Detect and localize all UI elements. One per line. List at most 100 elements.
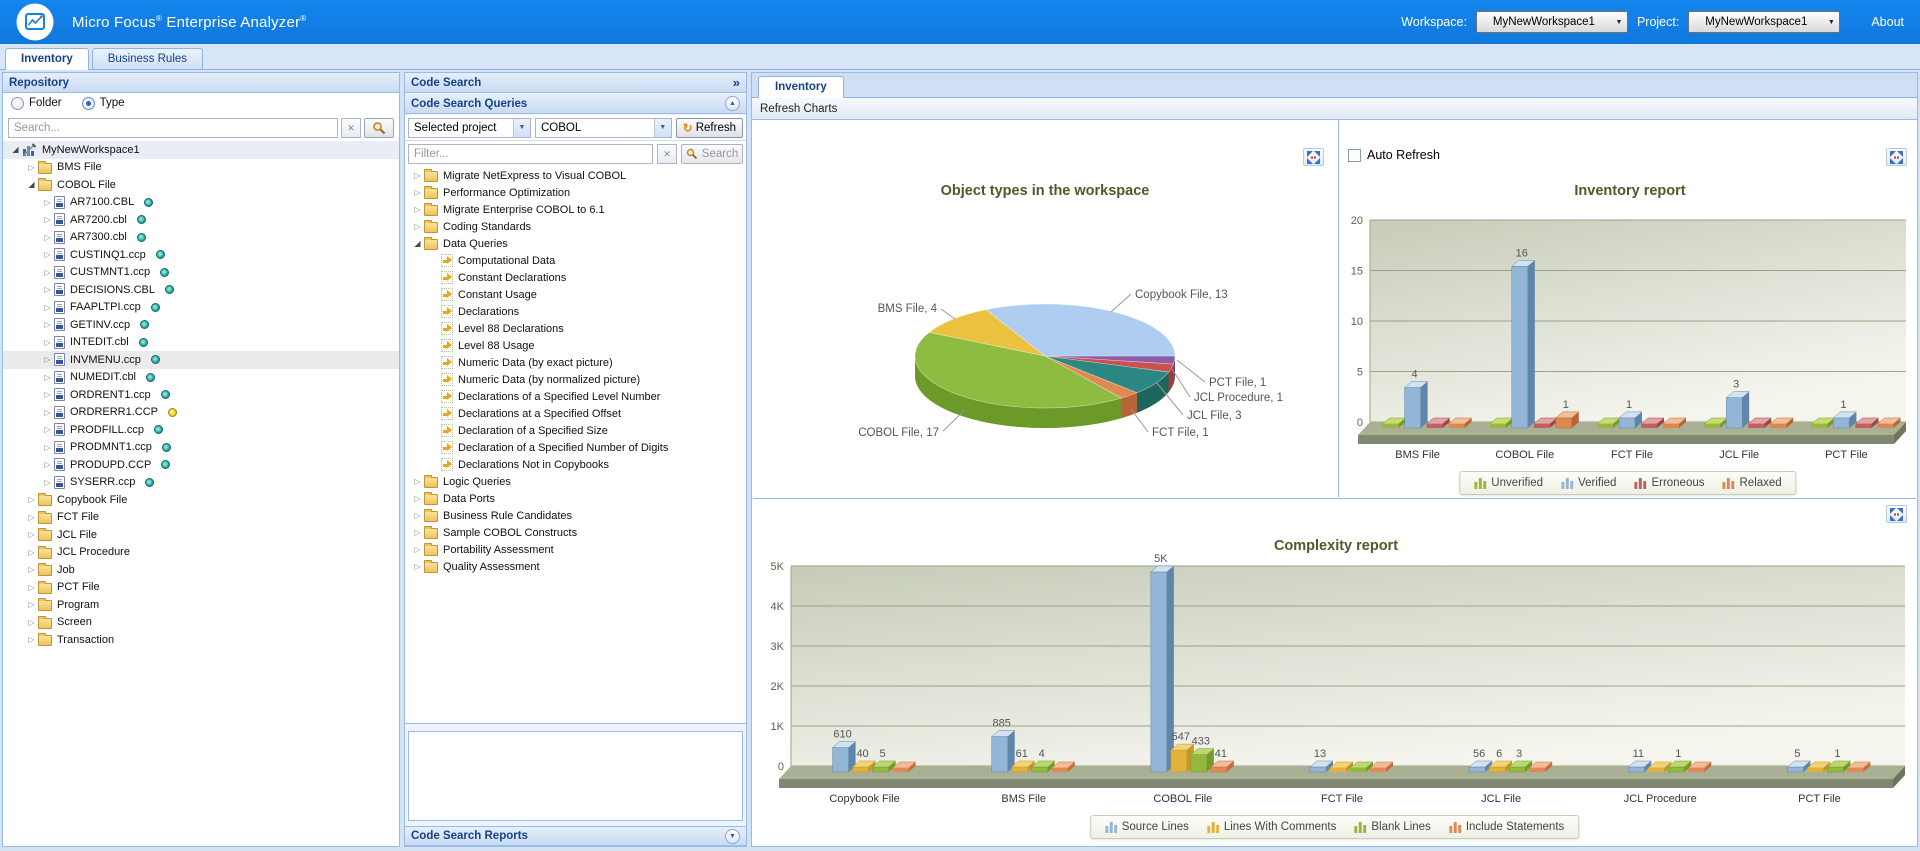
- workspace-select[interactable]: MyNewWorkspace1 ▼: [1475, 11, 1628, 33]
- maximize-chart-button[interactable]: [1886, 505, 1907, 523]
- expand-icon[interactable]: ▷: [414, 494, 421, 503]
- expand-icon[interactable]: ▷: [44, 250, 51, 260]
- tree-item[interactable]: ▷ AR7100.CBL: [3, 194, 399, 212]
- collapse-icon[interactable]: ◢: [12, 145, 19, 155]
- tree-item[interactable]: Declaration of a Specified Size: [405, 422, 746, 439]
- tab-inventory-main[interactable]: Inventory: [5, 48, 89, 70]
- refresh-button[interactable]: ↻ Refresh: [675, 117, 743, 138]
- tree-item[interactable]: ▷ ORDRENT1.ccp: [3, 386, 399, 404]
- expand-icon[interactable]: ▷: [414, 562, 421, 571]
- maximize-chart-button[interactable]: [1886, 148, 1907, 166]
- project-scope-select[interactable]: Selected project ▼: [408, 117, 531, 138]
- search-button[interactable]: [364, 118, 394, 138]
- tab-business-rules[interactable]: Business Rules: [91, 48, 204, 69]
- tree-item[interactable]: Declaration of a Specified Number of Dig…: [405, 439, 746, 456]
- tree-item[interactable]: ◢ COBOL File: [3, 176, 399, 194]
- expand-icon[interactable]: ▷: [44, 197, 51, 207]
- expand-icon[interactable]: ▷: [28, 547, 35, 557]
- expand-icon[interactable]: ▷: [44, 320, 51, 330]
- expand-icon[interactable]: ▷: [28, 617, 35, 627]
- project-select[interactable]: MyNewWorkspace1 ▼: [1688, 11, 1841, 33]
- expand-icon[interactable]: ▷: [44, 477, 51, 487]
- expand-icon[interactable]: ▷: [44, 390, 51, 400]
- tree-item[interactable]: ▷ Transaction: [3, 631, 399, 649]
- tree-item[interactable]: Numeric Data (by normalized picture): [405, 371, 746, 388]
- about-link[interactable]: About: [1871, 15, 1904, 29]
- radio-type[interactable]: Type: [81, 96, 125, 110]
- tree-item[interactable]: ▷ Coding Standards: [405, 218, 746, 235]
- expand-icon[interactable]: ▷: [414, 205, 421, 214]
- tree-item[interactable]: ▷ AR7200.cbl: [3, 211, 399, 229]
- expand-icon[interactable]: ▷: [28, 512, 35, 522]
- repository-search-input[interactable]: [8, 118, 338, 138]
- tree-item[interactable]: Level 88 Declarations: [405, 320, 746, 337]
- filter-input[interactable]: [408, 144, 653, 164]
- tree-item[interactable]: ▷ INTEDIT.cbl: [3, 334, 399, 352]
- tree-item[interactable]: ▷ Copybook File: [3, 491, 399, 509]
- expand-icon[interactable]: ▷: [44, 302, 51, 312]
- expand-icon[interactable]: ▷: [28, 635, 35, 645]
- tree-item[interactable]: ▷ Logic Queries: [405, 473, 746, 490]
- expand-icon[interactable]: ▷: [44, 285, 51, 295]
- refresh-charts-button[interactable]: Refresh Charts: [760, 102, 838, 115]
- expand-icon[interactable]: ▷: [28, 530, 35, 540]
- tree-item[interactable]: Declarations: [405, 303, 746, 320]
- auto-refresh-control[interactable]: Auto Refresh: [1348, 148, 1440, 162]
- expand-icon[interactable]: ▷: [28, 162, 35, 172]
- tree-item[interactable]: ▷ PCT File: [3, 579, 399, 597]
- expand-icon[interactable]: ▷: [44, 215, 51, 225]
- expand-icon[interactable]: ▷: [44, 442, 51, 452]
- tree-item[interactable]: ▷ DECISIONS.CBL: [3, 281, 399, 299]
- language-select[interactable]: COBOL ▼: [535, 117, 672, 138]
- radio-icon[interactable]: [11, 96, 24, 110]
- tree-item[interactable]: ▷ PRODUPD.CCP: [3, 456, 399, 474]
- tree-item[interactable]: Declarations at a Specified Offset: [405, 405, 746, 422]
- expand-icon[interactable]: ▷: [28, 565, 35, 575]
- tree-item[interactable]: ▷ SYSERR.ccp: [3, 474, 399, 492]
- tree-item[interactable]: ▷ PRODMNT1.ccp: [3, 439, 399, 457]
- tree-item[interactable]: ▷ Performance Optimization: [405, 184, 746, 201]
- tree-item[interactable]: ▷ Program: [3, 596, 399, 614]
- tree-item[interactable]: Constant Usage: [405, 286, 746, 303]
- tree-item[interactable]: ◢ MyNewWorkspace1: [3, 141, 399, 159]
- tree-item[interactable]: Declarations Not in Copybooks: [405, 456, 746, 473]
- expand-section-button[interactable]: ▼: [725, 828, 740, 844]
- tree-item[interactable]: ▷ Data Ports: [405, 490, 746, 507]
- tree-item[interactable]: ▷ Job: [3, 561, 399, 579]
- expand-icon[interactable]: ▷: [414, 222, 421, 231]
- expand-icon[interactable]: ▷: [414, 188, 421, 197]
- tree-item[interactable]: ▷ GETINV.ccp: [3, 316, 399, 334]
- tree-item[interactable]: ◢ Data Queries: [405, 235, 746, 252]
- tree-item[interactable]: ▷ Sample COBOL Constructs: [405, 524, 746, 541]
- expand-icon[interactable]: ▷: [44, 372, 51, 382]
- tree-item[interactable]: Declarations of a Specified Level Number: [405, 388, 746, 405]
- tree-item[interactable]: ▷ Screen: [3, 614, 399, 632]
- expand-icon[interactable]: ▷: [44, 407, 51, 417]
- expand-icon[interactable]: ▷: [44, 337, 51, 347]
- tree-item[interactable]: ▷ INVMENU.ccp: [3, 351, 399, 369]
- tree-item[interactable]: ▷ Migrate NetExpress to Visual COBOL: [405, 167, 746, 184]
- radio-selected-icon[interactable]: [81, 96, 95, 110]
- expand-icon[interactable]: ▷: [28, 495, 35, 505]
- collapse-section-button[interactable]: ▲: [725, 96, 740, 111]
- tree-item[interactable]: ▷ JCL Procedure: [3, 544, 399, 562]
- expand-icon[interactable]: ▷: [414, 545, 421, 554]
- tree-item[interactable]: ▷ Portability Assessment: [405, 541, 746, 558]
- expand-icon[interactable]: ▷: [414, 171, 421, 180]
- tree-item[interactable]: Level 88 Usage: [405, 337, 746, 354]
- expand-icon[interactable]: ▷: [44, 460, 51, 470]
- expand-icon[interactable]: ▷: [414, 528, 421, 537]
- expand-icon[interactable]: ▷: [44, 355, 51, 365]
- collapse-icon[interactable]: ◢: [28, 180, 35, 190]
- tree-item[interactable]: ▷ FAAPLTPI.ccp: [3, 299, 399, 317]
- collapse-icon[interactable]: ◢: [414, 239, 421, 248]
- tree-item[interactable]: ▷ CUSTINQ1.ccp: [3, 246, 399, 264]
- tree-item[interactable]: Constant Declarations: [405, 269, 746, 286]
- expand-icon[interactable]: ▷: [28, 600, 35, 610]
- tree-item[interactable]: ▷ Migrate Enterprise COBOL to 6.1: [405, 201, 746, 218]
- tree-item[interactable]: ▷ AR7300.cbl: [3, 229, 399, 247]
- tree-item[interactable]: ▷ Business Rule Candidates: [405, 507, 746, 524]
- tree-item[interactable]: ▷ BMS File: [3, 159, 399, 177]
- expand-icon[interactable]: ▷: [414, 511, 421, 520]
- expand-icon[interactable]: ▷: [44, 232, 51, 242]
